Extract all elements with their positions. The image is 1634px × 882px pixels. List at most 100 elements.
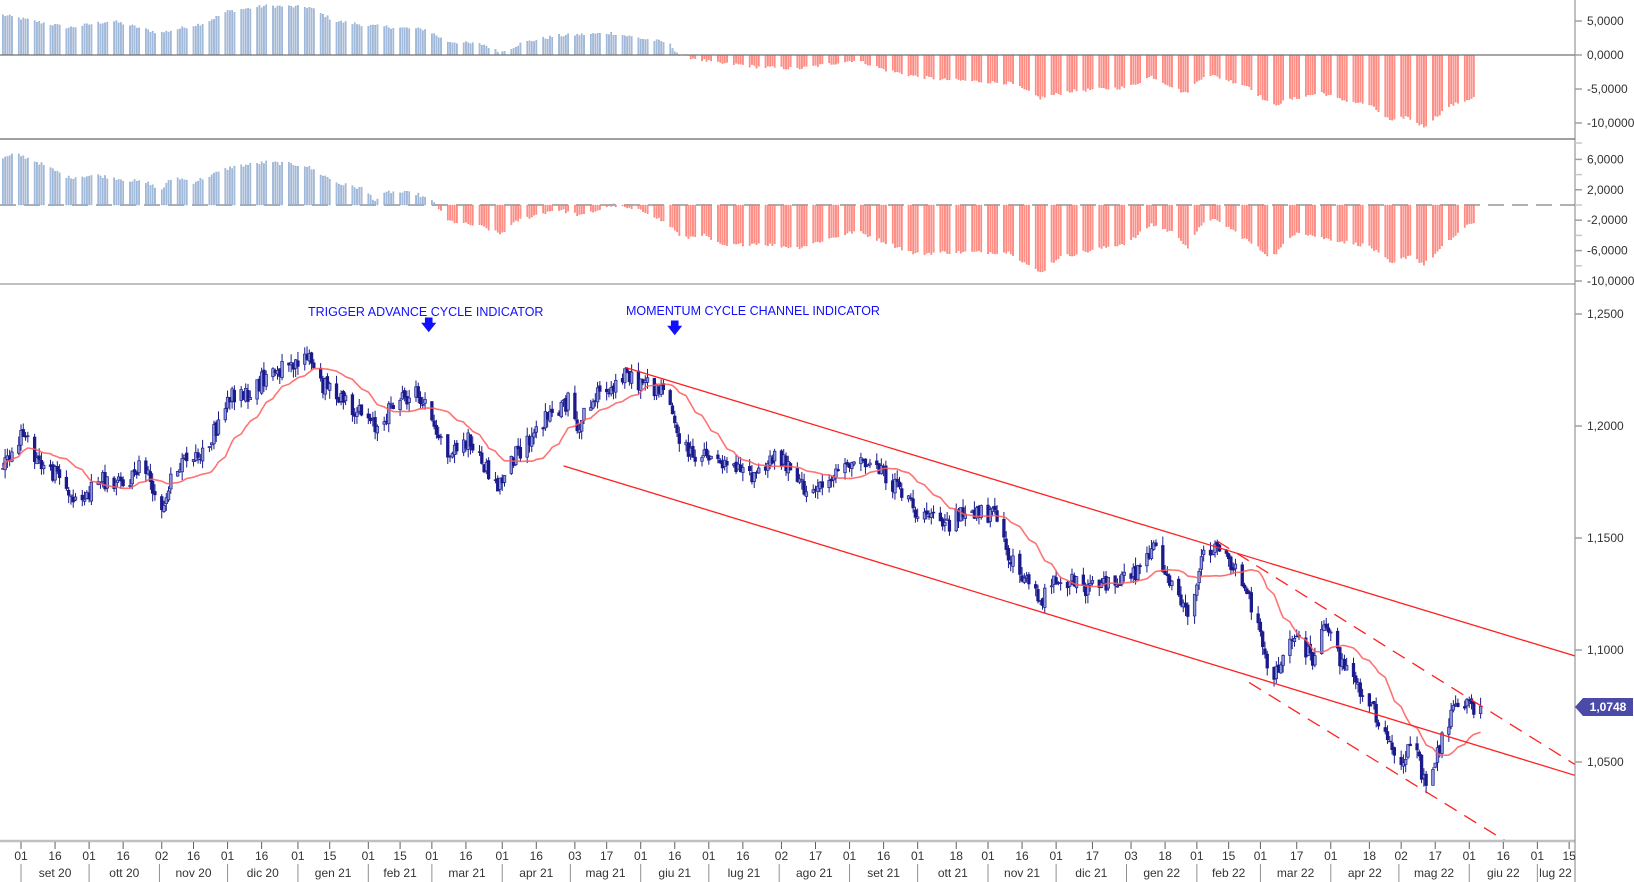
candle-body (850, 462, 854, 469)
histogram-bar (151, 31, 154, 56)
histogram-bar (1457, 54, 1459, 104)
histogram-bar (256, 7, 258, 56)
histogram-bar (229, 10, 231, 56)
histogram-bar (1098, 54, 1101, 88)
histogram-bar (526, 204, 529, 217)
histogram-bar (195, 26, 197, 56)
histogram-bar (456, 204, 458, 223)
histogram-bar (56, 24, 59, 56)
histogram-bar (1473, 204, 1475, 224)
histogram-bar (851, 204, 853, 234)
histogram-bar (322, 13, 324, 56)
histogram-bar (456, 43, 458, 56)
histogram-bar (1100, 204, 1103, 249)
histogram-bar (163, 187, 165, 206)
histogram-bar (644, 204, 647, 213)
candle-body (800, 479, 804, 482)
histogram-bar (201, 24, 204, 56)
candle-body (541, 427, 545, 430)
histogram-bar (1450, 54, 1452, 105)
histogram-bar (1164, 204, 1166, 229)
histogram-bar (914, 54, 917, 76)
histogram-bar (960, 54, 962, 81)
histogram-bar (599, 33, 601, 56)
histogram-bar (1330, 204, 1332, 241)
histogram-bar (353, 187, 356, 206)
histogram-bar (1057, 204, 1060, 260)
histogram-bar (1400, 54, 1403, 117)
candle-body (566, 392, 570, 411)
histogram-bar (1187, 54, 1189, 93)
histogram-bar (885, 204, 887, 245)
histogram-bar (780, 54, 783, 67)
histogram-bar (642, 204, 644, 212)
trendline-short-channel-upper (1216, 540, 1575, 766)
histogram-bar (1425, 54, 1428, 127)
histogram-bar (1448, 54, 1450, 107)
x-axis-day-label: 16 (48, 849, 62, 863)
histogram-bar (99, 175, 102, 206)
x-axis-day-label: 16 (736, 849, 750, 863)
histogram-bar (980, 204, 983, 253)
histogram-bar (862, 204, 865, 234)
histogram-bar (165, 183, 168, 206)
histogram-bar (1182, 54, 1185, 93)
histogram-bar (655, 39, 658, 56)
x-axis-month-label: set 21 (867, 866, 900, 880)
candle-body (55, 465, 59, 472)
histogram-bar (435, 35, 438, 56)
histogram-bar (812, 54, 815, 66)
candle-body (1392, 747, 1397, 756)
histogram-bar (962, 54, 964, 80)
candle-body (1433, 762, 1437, 768)
histogram-bar (1452, 204, 1455, 238)
histogram-bar (1003, 54, 1005, 85)
histogram-bar (789, 204, 792, 248)
histogram-bar (83, 177, 86, 206)
histogram-bar (710, 204, 712, 240)
histogram-bar (669, 204, 672, 227)
histogram-bar (297, 166, 299, 206)
histogram-bar (626, 36, 628, 56)
candle-body (153, 491, 157, 496)
histogram-bar (1007, 54, 1010, 82)
histogram-bar (1202, 54, 1205, 77)
histogram-bar (971, 54, 974, 82)
histogram-bar (957, 54, 960, 80)
histogram-bar (528, 40, 531, 56)
histogram-bar (787, 204, 790, 248)
histogram-bar (4, 16, 6, 56)
histogram-bar (1375, 54, 1378, 110)
histogram-bar (1200, 54, 1203, 80)
histogram-bar (1084, 54, 1087, 92)
histogram-bar (546, 38, 549, 56)
candle-body (80, 494, 84, 501)
histogram-bar (798, 54, 801, 70)
histogram-bar (122, 24, 125, 56)
histogram-bar (131, 24, 134, 56)
candle-body (169, 473, 173, 490)
indicator2-axis-tick-label: -10,0000 (1587, 274, 1634, 288)
candle-body (67, 489, 71, 496)
candle-body (836, 469, 840, 471)
histogram-bar (1266, 54, 1269, 101)
histogram-bar (880, 54, 883, 69)
histogram-bar (639, 204, 642, 210)
histogram-bar (292, 7, 295, 56)
candle-body (1179, 594, 1183, 606)
candle-body (757, 467, 761, 474)
candle-body (455, 442, 459, 452)
histogram-bar (583, 35, 585, 56)
histogram-bar (1068, 54, 1071, 93)
candle-body (343, 395, 348, 402)
histogram-bar (58, 172, 61, 206)
histogram-bar (1336, 54, 1339, 98)
histogram-bar (303, 7, 306, 56)
histogram-bar (630, 36, 633, 56)
histogram-bar (1198, 204, 1201, 228)
candle-body (947, 519, 952, 532)
candle-body (382, 421, 386, 425)
histogram-bar (292, 165, 295, 206)
candle-body (325, 376, 330, 389)
candle-body (1449, 709, 1453, 727)
